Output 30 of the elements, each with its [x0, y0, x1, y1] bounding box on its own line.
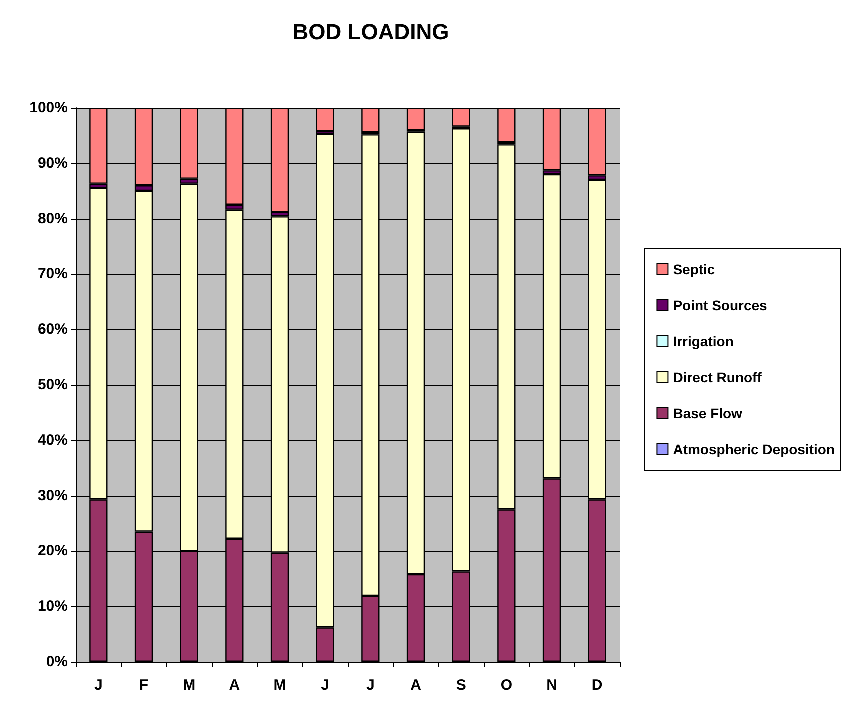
x-tick-label: A	[229, 677, 240, 694]
legend-label: Atmospheric Deposition	[673, 442, 836, 458]
y-tick-label: 20%	[38, 542, 68, 560]
x-tick-label: M	[274, 677, 286, 694]
chart-title: BOD LOADING	[292, 20, 450, 44]
legend-label: Direct Runoff	[673, 370, 762, 386]
y-tick-label: 0%	[46, 654, 68, 670]
legend-label: Irrigation	[673, 334, 734, 350]
y-tick-label: 100%	[30, 100, 68, 116]
y-tick-label: 50%	[38, 376, 68, 394]
x-tick-label: J	[366, 677, 375, 694]
x-tick-label: J	[321, 677, 330, 694]
y-tick-label: 30%	[38, 487, 68, 504]
y-tick-label: 10%	[38, 598, 68, 616]
x-tick-label: F	[139, 677, 149, 694]
x-tick-label: N	[546, 677, 558, 694]
x-tick-label: J	[94, 677, 103, 694]
legend-label: Base Flow	[673, 406, 743, 422]
x-tick-label: O	[500, 677, 513, 694]
y-tick-label: 90%	[38, 154, 68, 172]
y-tick-label: 80%	[38, 210, 68, 228]
legend-label: Point Sources	[673, 298, 768, 314]
legend-label: Septic	[673, 262, 716, 278]
x-tick-label: D	[592, 677, 603, 694]
y-tick-label: 70%	[38, 266, 68, 283]
y-tick-label: 40%	[38, 432, 68, 449]
x-tick-label: M	[183, 677, 196, 694]
x-tick-label: A	[410, 677, 422, 694]
x-tick-label: S	[456, 677, 466, 694]
y-tick-label: 60%	[38, 321, 68, 338]
